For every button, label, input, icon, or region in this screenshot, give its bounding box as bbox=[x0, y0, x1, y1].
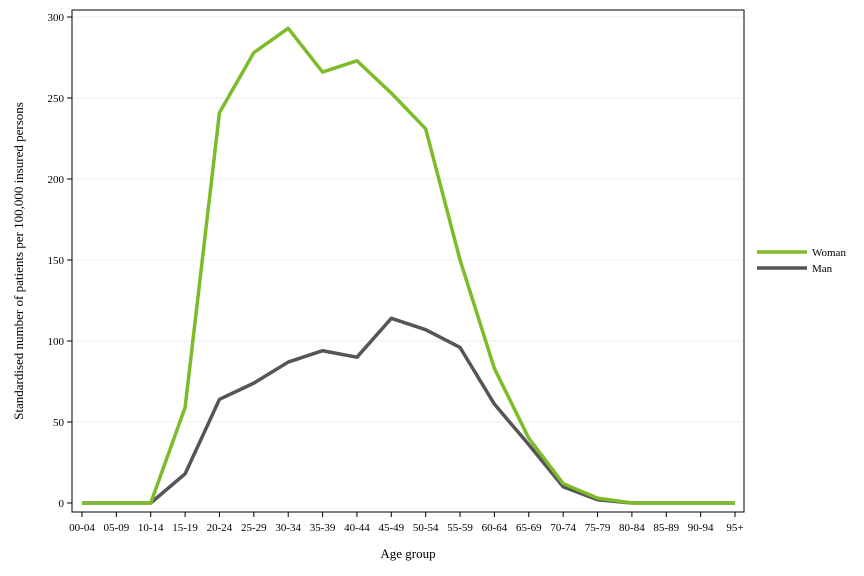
legend-label-man: Man bbox=[812, 263, 833, 275]
x-tick-label: 80-84 bbox=[619, 522, 645, 534]
x-tick-label: 70-74 bbox=[550, 522, 576, 534]
x-tick-label: 90-94 bbox=[688, 522, 714, 534]
x-tick-label: 15-19 bbox=[172, 522, 198, 534]
y-tick-label: 150 bbox=[48, 255, 65, 267]
x-tick-label: 25-29 bbox=[241, 522, 267, 534]
series-line-woman bbox=[82, 26, 735, 505]
legend-label-woman: Woman bbox=[812, 247, 846, 259]
y-tick-label: 300 bbox=[48, 12, 65, 24]
x-tick-label: 55-59 bbox=[447, 522, 473, 534]
plot-frame bbox=[71, 9, 745, 513]
x-tick-label: 75-79 bbox=[585, 522, 611, 534]
x-tick-label: 95+ bbox=[726, 522, 743, 534]
y-axis: 0 50 100 150 200 250 300 bbox=[48, 12, 72, 510]
y-tick-label: 50 bbox=[53, 417, 65, 429]
x-tick-label: 05-09 bbox=[104, 522, 130, 534]
x-tick-label: 30-34 bbox=[275, 522, 301, 534]
legend: Woman Man bbox=[757, 247, 846, 275]
x-tick-label: 65-69 bbox=[516, 522, 542, 534]
gridlines bbox=[72, 16, 744, 423]
x-tick-label: 20-24 bbox=[207, 522, 233, 534]
y-tick-label: 200 bbox=[48, 174, 65, 186]
y-tick-label: 250 bbox=[48, 93, 65, 105]
x-tick-label: 45-49 bbox=[378, 522, 404, 534]
x-axis-title: Age group bbox=[380, 546, 435, 561]
y-tick-label: 0 bbox=[59, 498, 65, 510]
series-lines bbox=[82, 26, 735, 505]
x-tick-label: 00-04 bbox=[69, 522, 95, 534]
x-tick-label: 60-64 bbox=[482, 522, 508, 534]
x-tick-label: 40-44 bbox=[344, 522, 370, 534]
y-tick-label: 100 bbox=[48, 336, 65, 348]
y-axis-title: Standardised number of patients per 100,… bbox=[11, 102, 26, 420]
x-tick-label: 85-89 bbox=[653, 522, 679, 534]
x-tick-label: 35-39 bbox=[310, 522, 336, 534]
x-tick-label: 10-14 bbox=[138, 522, 164, 534]
x-axis: 00-04 05-09 10-14 15-19 20-24 25-29 30-34 35-39… bbox=[69, 512, 744, 534]
x-tick-label: 50-54 bbox=[413, 522, 439, 534]
